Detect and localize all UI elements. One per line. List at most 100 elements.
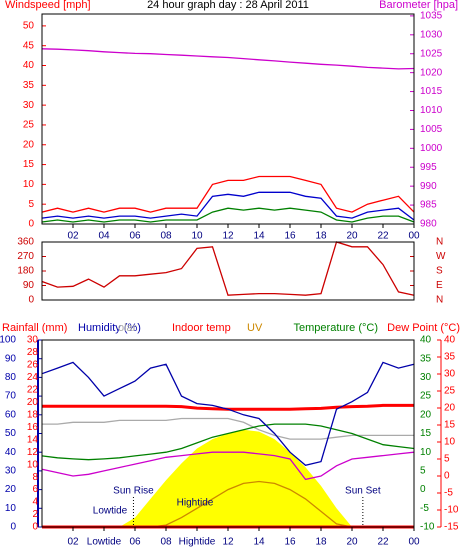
y-tick-label: 20 xyxy=(23,139,35,150)
y-tick-label: -5 xyxy=(444,488,453,499)
y-tick-label: 30 xyxy=(23,100,35,111)
y-tick-label: 8 xyxy=(32,472,38,483)
y-tick-label: 40 xyxy=(5,447,17,458)
legend-label: UV xyxy=(247,322,263,334)
y-tick-label: 14 xyxy=(27,434,39,445)
y-tick-label: 1035 xyxy=(420,11,443,22)
axis-title: Humidity (%) xyxy=(78,322,141,334)
x-tick-label: Lowtide xyxy=(87,537,122,548)
x-tick-label: 00 xyxy=(408,537,420,548)
line xyxy=(41,451,415,481)
y-tick-label: 990 xyxy=(420,181,437,192)
y-tick-label: 10 xyxy=(444,437,456,448)
line xyxy=(41,191,415,221)
line xyxy=(41,175,415,213)
line xyxy=(41,48,415,70)
y-tick-label: 0 xyxy=(10,522,16,533)
y-tick-label: 35 xyxy=(444,352,456,363)
y-tick-label: N xyxy=(436,295,443,306)
y-tick-label: 15 xyxy=(444,420,456,431)
y-tick-label: 18 xyxy=(27,409,39,420)
y-tick-label: 5 xyxy=(420,466,426,477)
x-tick-label: 02 xyxy=(67,537,79,548)
y-tick-label: 25 xyxy=(420,391,432,402)
x-tick-label: 22 xyxy=(377,537,389,548)
y-tick-label: 30 xyxy=(420,372,432,383)
y-tick-label: 270 xyxy=(17,251,34,262)
y-tick-label: 1000 xyxy=(420,143,443,154)
y-tick-label: 1015 xyxy=(420,86,443,97)
axis-title: Temperature (°C) xyxy=(294,322,378,334)
y-tick-label: 50 xyxy=(23,21,35,32)
wind-axis-title: Windspeed [mph] xyxy=(5,0,91,11)
plot-bg xyxy=(42,242,414,300)
x-tick-label: 16 xyxy=(284,537,296,548)
legend-label: olar xyxy=(118,322,137,334)
y-tick-label: E xyxy=(436,280,443,291)
y-tick-label: 0 xyxy=(28,219,34,230)
y-tick-label: 12 xyxy=(27,447,39,458)
y-tick-label: 1025 xyxy=(420,48,443,59)
y-tick-label: 45 xyxy=(23,40,35,51)
y-tick-label: 5 xyxy=(444,454,450,465)
y-tick-label: 40 xyxy=(444,335,456,346)
x-tick-label: 00 xyxy=(408,231,420,242)
y-tick-label: 1010 xyxy=(420,105,443,116)
x-tick-label: 12 xyxy=(222,231,234,242)
y-tick-label: 980 xyxy=(420,219,437,230)
y-tick-label: 0 xyxy=(32,522,38,533)
event-label: Sun Rise xyxy=(113,486,154,497)
y-tick-label: 100 xyxy=(0,335,16,346)
y-tick-label: 30 xyxy=(27,335,39,346)
y-tick-label: 30 xyxy=(444,369,456,380)
x-tick-label: 14 xyxy=(253,231,265,242)
x-tick-label: 08 xyxy=(160,537,172,548)
y-tick-label: 26 xyxy=(27,360,39,371)
chart-title: 24 hour graph day : 28 April 2011 xyxy=(147,0,309,11)
area xyxy=(42,429,414,527)
y-tick-label: 16 xyxy=(27,422,39,433)
tide-note: Hightide xyxy=(177,498,214,509)
y-tick-label: 0 xyxy=(28,295,34,306)
baro-axis-title: Barometer [hpa] xyxy=(379,0,458,11)
y-tick-label: 0 xyxy=(444,471,450,482)
y-tick-label: 15 xyxy=(23,159,35,170)
y-tick-label: 28 xyxy=(27,347,39,358)
y-tick-label: 35 xyxy=(23,80,35,91)
y-tick-label: -5 xyxy=(420,503,429,514)
line xyxy=(42,417,414,440)
y-tick-label: 50 xyxy=(5,428,17,439)
y-tick-label: -10 xyxy=(444,505,459,516)
axis-title: Dew Point (°C) xyxy=(387,322,460,334)
y-tick-label: 180 xyxy=(17,266,34,277)
y-tick-label: 0 xyxy=(420,484,426,495)
y-tick-label: 15 xyxy=(420,428,432,439)
plot-frame xyxy=(41,241,415,301)
x-tick-label: 20 xyxy=(346,231,358,242)
x-tick-label: Hightide xyxy=(179,537,216,548)
y-tick-label: 25 xyxy=(444,386,456,397)
x-tick-label: 18 xyxy=(315,537,327,548)
event-label: Sun Set xyxy=(345,486,381,497)
axis-title: Rainfall (mm) xyxy=(2,322,67,334)
x-tick-label: 04 xyxy=(98,231,110,242)
y-tick-label: 90 xyxy=(23,280,35,291)
y-tick-label: 6 xyxy=(32,484,38,495)
y-tick-label: 24 xyxy=(27,372,39,383)
x-tick-label: 14 xyxy=(253,537,265,548)
line xyxy=(41,207,415,223)
y-tick-label: 4 xyxy=(32,497,38,508)
y-tick-label: 35 xyxy=(420,353,432,364)
legend-label: Indoor temp xyxy=(172,322,231,334)
y-tick-label: S xyxy=(436,266,443,277)
y-tick-label: W xyxy=(436,251,446,262)
y-tick-label: 985 xyxy=(420,200,437,211)
y-tick-label: 1005 xyxy=(420,124,443,135)
y-tick-label: -15 xyxy=(444,522,459,533)
y-tick-label: 10 xyxy=(5,503,17,514)
y-tick-label: 1020 xyxy=(420,67,443,78)
y-tick-label: 10 xyxy=(27,459,39,470)
y-tick-label: 25 xyxy=(23,120,35,131)
x-tick-label: 10 xyxy=(191,231,203,242)
